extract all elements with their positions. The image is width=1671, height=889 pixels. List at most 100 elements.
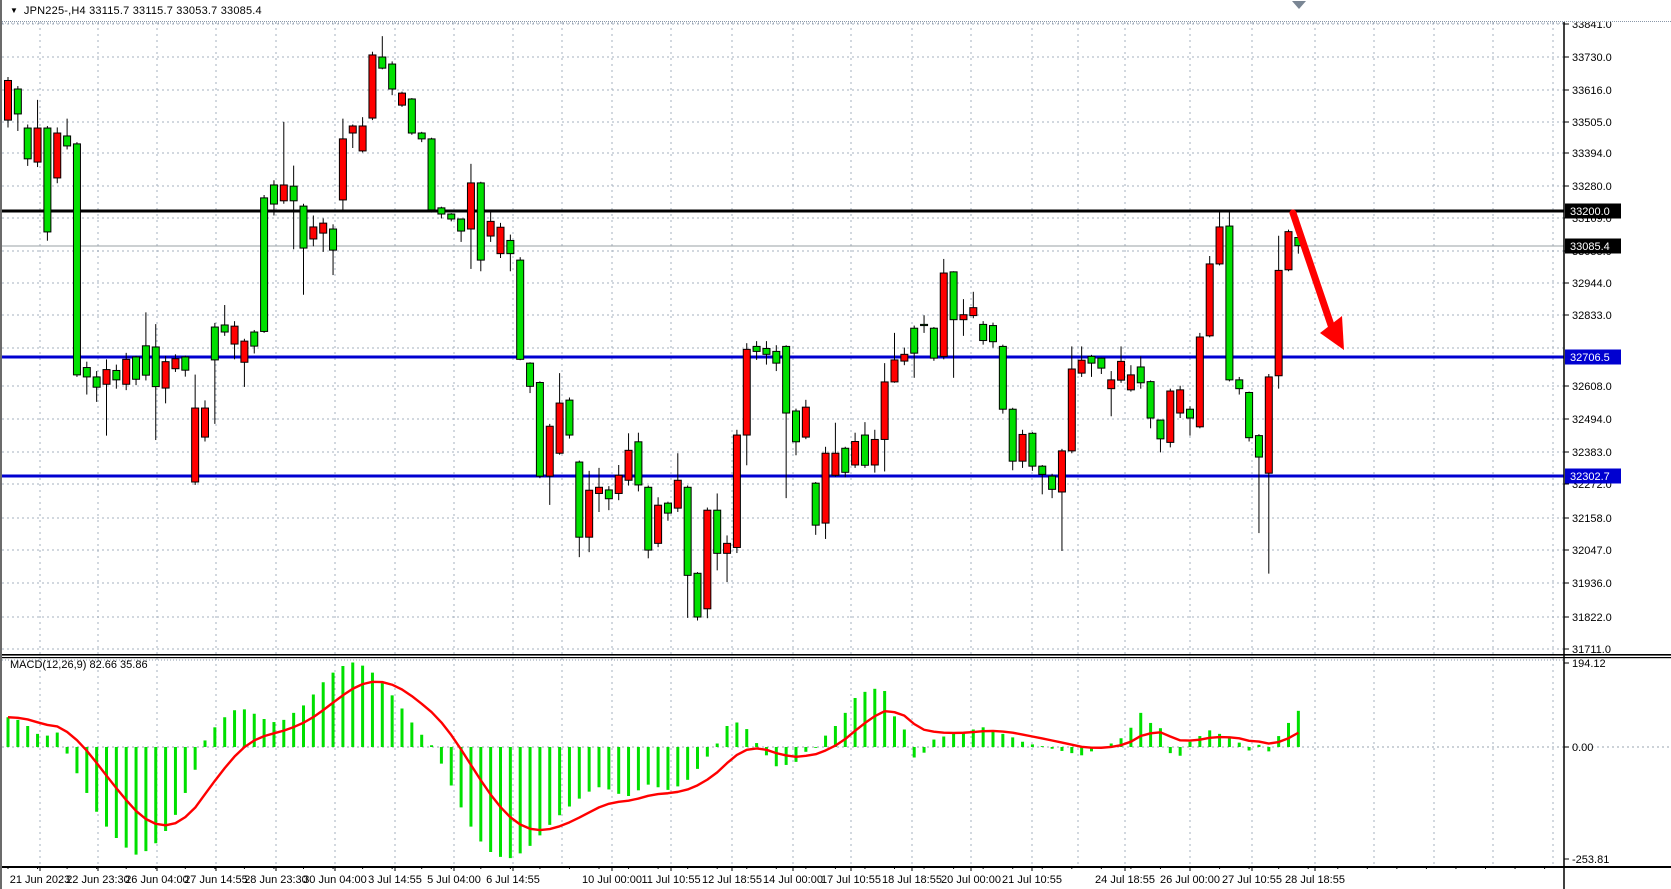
price-badge-label: 33200.0	[1570, 206, 1610, 218]
candle	[989, 322, 997, 348]
candle	[516, 257, 525, 361]
candle	[575, 460, 584, 558]
candle	[171, 354, 180, 372]
macd-histogram	[6, 662, 1300, 859]
candle	[348, 124, 357, 148]
candle	[782, 345, 791, 499]
price-axis-label: 33730.0	[1572, 52, 1612, 64]
candle	[673, 453, 682, 512]
candle	[476, 181, 485, 272]
candle	[1008, 407, 1017, 471]
candle	[1087, 354, 1096, 377]
candle	[1126, 365, 1135, 392]
candle	[1107, 371, 1116, 417]
candle	[388, 61, 397, 96]
candle	[250, 329, 259, 354]
price-badge-33200.0: 33200.0	[1565, 203, 1621, 219]
time-axis-label: 22 Jun 23:30	[66, 874, 130, 886]
candle	[644, 485, 653, 559]
macd-axis-label: 0.00	[1572, 742, 1593, 754]
price-axis-label: 33505.0	[1572, 117, 1612, 129]
candle	[1205, 256, 1214, 338]
candle	[604, 486, 613, 511]
candlestick-chart[interactable]: 33841.0 33730.0 33616.0 33505.0 33394.0 33280…	[2, 22, 1671, 889]
chart-shift-marker-icon	[1292, 1, 1306, 9]
price-badge-label: 32706.5	[1570, 352, 1610, 364]
candle	[53, 127, 62, 184]
price-axis-label: 33280.0	[1572, 181, 1612, 193]
candle	[634, 432, 643, 492]
candle	[368, 51, 377, 121]
candle	[457, 218, 466, 242]
time-axis-label: 28 Jun 23:30	[244, 874, 308, 886]
time-axis-border	[2, 866, 1671, 868]
candle	[201, 400, 209, 442]
chart-title-ohlc: JPN225-,H4 33115.7 33115.7 33053.7 33085…	[23, 4, 262, 17]
candle	[319, 218, 328, 252]
candle	[1186, 406, 1194, 436]
candle	[1077, 346, 1086, 377]
candle	[831, 422, 840, 477]
candle	[329, 224, 338, 276]
candle	[595, 467, 603, 512]
candle	[1245, 391, 1254, 442]
candle	[1038, 464, 1047, 495]
time-axis-label: 18 Jul 18:55	[882, 874, 942, 886]
price-axis-label: 32608.0	[1572, 381, 1612, 393]
candle	[752, 341, 761, 360]
time-axis-label: 28 Jul 18:55	[1285, 874, 1345, 886]
candle	[860, 422, 869, 468]
candle	[289, 165, 298, 250]
candle	[1018, 429, 1027, 468]
candle	[910, 325, 919, 378]
candle	[713, 493, 722, 571]
candle	[1067, 346, 1076, 454]
candle	[427, 137, 436, 213]
candle	[998, 344, 1007, 414]
price-axis-label: 31822.0	[1572, 612, 1612, 624]
candle	[1235, 376, 1244, 395]
time-axis-label: 3 Jul 14:55	[368, 874, 422, 886]
time-axis-label: 21 Jun 2023	[10, 874, 71, 886]
candle	[43, 125, 52, 241]
price-axis-label: 32158.0	[1572, 513, 1612, 525]
price-axis-label: 32494.0	[1572, 414, 1612, 426]
macd-signal-line	[7, 680, 1299, 832]
candle	[585, 470, 594, 553]
candle	[762, 341, 771, 365]
pane-separator	[2, 654, 1671, 656]
candle	[545, 423, 554, 505]
candle	[122, 352, 131, 391]
candle	[72, 142, 81, 377]
time-axis-label: 27 Jun 14:55	[184, 874, 248, 886]
candle	[1284, 229, 1293, 272]
candle	[132, 355, 141, 386]
price-axis-label: 33616.0	[1572, 85, 1612, 97]
candle	[535, 381, 544, 479]
candle	[398, 91, 406, 107]
symbol-dropdown-arrow-icon[interactable]: ▼	[10, 6, 18, 15]
trend-arrow-annotation	[1289, 209, 1344, 350]
candle	[1136, 356, 1145, 389]
candle	[1097, 357, 1106, 374]
candle	[1274, 235, 1283, 389]
time-axis-label: 20 Jul 00:00	[941, 874, 1001, 886]
candle	[939, 258, 948, 360]
price-axis-label: 32944.0	[1572, 278, 1612, 290]
time-axis-label: 10 Jul 00:00	[582, 874, 642, 886]
candle	[693, 572, 702, 621]
candle	[1028, 432, 1037, 471]
candle	[378, 36, 387, 70]
candle	[496, 222, 505, 259]
candle	[851, 432, 860, 468]
candle	[890, 332, 899, 383]
candle	[417, 131, 426, 143]
candle	[92, 371, 101, 402]
candle	[506, 234, 515, 272]
price-badge-32302.7: 32302.7	[1565, 468, 1621, 484]
candle	[821, 446, 830, 539]
candle	[102, 359, 111, 436]
candle	[841, 446, 850, 478]
candle	[161, 355, 170, 404]
time-axis-label: 11 Jul 10:55	[641, 874, 700, 886]
